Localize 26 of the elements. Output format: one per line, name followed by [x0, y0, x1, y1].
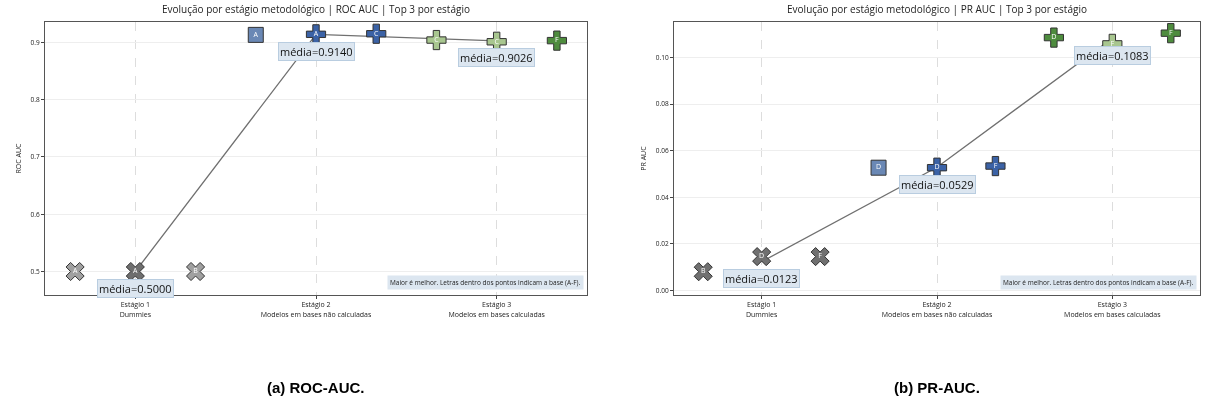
annotation: média=0.0123 — [725, 271, 798, 286]
point — [1043, 27, 1064, 48]
annotation: média=0.9026 — [460, 50, 533, 65]
point — [247, 26, 264, 43]
annotation: média=0.5000 — [99, 281, 172, 296]
annotation: média=0.1083 — [1076, 48, 1149, 63]
point — [186, 261, 206, 282]
point — [426, 29, 447, 51]
annotation: média=0.0529 — [901, 177, 974, 192]
point — [546, 30, 567, 51]
point — [693, 262, 713, 282]
point — [1160, 23, 1181, 44]
point — [810, 247, 830, 267]
point — [985, 155, 1006, 177]
point — [752, 247, 772, 267]
text: (b) PR-AUC. — [894, 379, 980, 396]
point — [305, 24, 327, 45]
point — [125, 261, 145, 282]
point — [926, 157, 948, 178]
annotation: média=0.9140 — [280, 44, 353, 59]
text: (a) ROC-AUC. — [267, 379, 365, 396]
point — [870, 159, 887, 176]
point — [65, 261, 85, 282]
chart-title: Evolução por estágio metodológico | PR AUC | Top 3 por estágio — [787, 2, 1087, 17]
point — [366, 23, 387, 44]
chart-title: Evolução por estágio metodológico | ROC AUC | Top 3 por estágio — [162, 2, 470, 17]
